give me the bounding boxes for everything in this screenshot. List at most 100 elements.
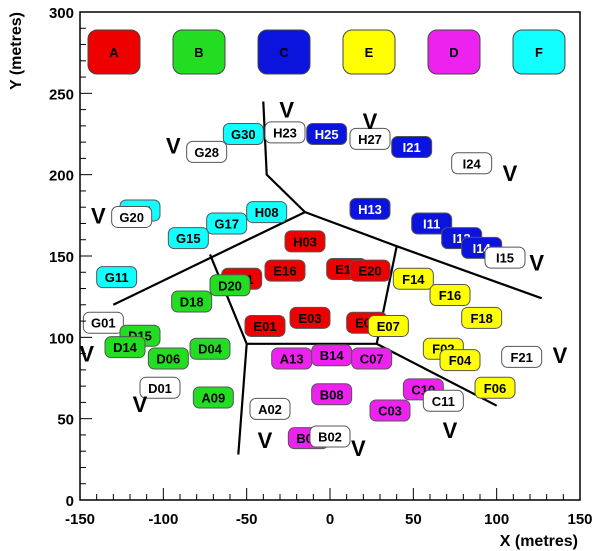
station-marker: B08 [311, 383, 353, 406]
v-marker: V [529, 251, 544, 276]
x-tick-label: 100 [484, 511, 509, 528]
station-marker: I24 [451, 152, 493, 175]
station-box [167, 227, 209, 250]
station-label: G15 [176, 231, 201, 246]
station-label: G30 [231, 127, 256, 142]
station-label: B14 [320, 348, 345, 363]
y-tick-label: 150 [49, 249, 74, 266]
station-marker: G28 [186, 140, 228, 163]
x-tick-label: 150 [567, 511, 592, 528]
station-box [392, 267, 434, 290]
station-box [246, 201, 288, 224]
station-marker: F14 [392, 267, 434, 290]
station-box [349, 259, 391, 282]
station-marker: G17 [206, 212, 248, 235]
station-label: F16 [439, 288, 461, 303]
station-marker: D04 [189, 337, 231, 360]
station-label: G17 [214, 216, 239, 231]
x-axis-ticks: -150 -100 -50 0 50 100 150 [65, 488, 593, 528]
v-marker: V [553, 343, 568, 368]
legend-label: D [449, 45, 458, 60]
station-marker: H13 [349, 197, 391, 220]
station-label: E20 [358, 264, 381, 279]
station-box [206, 212, 248, 235]
station-label: B08 [320, 387, 344, 402]
station-label: I15 [496, 251, 514, 266]
station-label: G11 [105, 270, 129, 285]
station-label: E03 [298, 311, 321, 326]
station-box [147, 347, 189, 370]
station-label: F04 [449, 353, 472, 368]
station-label: D06 [156, 351, 180, 366]
axes: -150 -100 -50 0 50 100 150 050100150200250300 … [8, 5, 593, 550]
station-box [139, 376, 181, 399]
station-label: H25 [315, 127, 339, 142]
region-boundaries [112, 101, 543, 455]
legend-item: C [257, 29, 311, 75]
station-label: I11 [423, 216, 440, 231]
station-label: E07 [377, 319, 400, 334]
station-box [264, 259, 306, 282]
y-tick-label: 0 [66, 493, 74, 510]
station-marker: C07 [351, 347, 393, 370]
station-marker: G15 [167, 227, 209, 250]
station-marker: D14 [104, 336, 146, 359]
station-marker: H03 [284, 230, 326, 253]
station-box [311, 383, 353, 406]
station-box [461, 306, 503, 329]
station-box [192, 386, 234, 409]
station-label: F06 [484, 381, 506, 396]
station-box [411, 212, 453, 235]
station-box [209, 274, 251, 297]
station-box [171, 290, 213, 313]
stations-layer: H23H25H27I21I24G30G28G21G20G17G15H08G11H… [82, 121, 543, 450]
station-label: H13 [358, 202, 382, 217]
station-box [284, 230, 326, 253]
station-label: D18 [180, 295, 204, 310]
station-marker: D20 [209, 274, 251, 297]
v-marker: V [258, 428, 273, 453]
station-marker: I11 [411, 212, 453, 235]
station-marker: B02 [309, 425, 351, 448]
legend-item: F [512, 29, 566, 75]
y-tick-label: 300 [49, 5, 74, 22]
y-axis-ticks: 0 50 100 150 200 250 300 [49, 5, 92, 510]
x-axis-title: X (metres) [500, 533, 578, 550]
station-label: H27 [358, 132, 382, 147]
station-box [422, 389, 464, 412]
station-marker: E03 [289, 306, 331, 329]
station-box [351, 347, 393, 370]
station-box [309, 425, 351, 448]
station-marker: F21 [501, 345, 543, 368]
station-marker: I15 [484, 246, 526, 269]
station-marker: C03 [369, 399, 411, 422]
station-marker: I21 [391, 136, 433, 159]
legend-label: A [109, 45, 119, 60]
station-label: A02 [258, 402, 282, 417]
station-marker: C11 [422, 389, 464, 412]
station-box [82, 311, 124, 334]
station-label: G28 [194, 145, 219, 160]
x-tick-label: 50 [405, 511, 422, 528]
legend-label: F [535, 45, 543, 60]
y-tick-label: 50 [57, 412, 74, 429]
station-marker: F06 [474, 376, 516, 399]
station-label: A13 [280, 351, 304, 366]
legend-item: B [172, 29, 226, 75]
station-label: C11 [432, 394, 455, 409]
station-label: D14 [113, 340, 138, 355]
v-marker: V [166, 133, 181, 158]
v-marker: V [279, 98, 294, 123]
station-box [484, 246, 526, 269]
station-marker: H23 [264, 121, 306, 144]
station-box [264, 121, 306, 144]
v-marker: V [363, 109, 378, 134]
boundary-line [112, 211, 306, 306]
v-marker: V [503, 161, 518, 186]
x-tick-label: 0 [326, 511, 334, 528]
station-box [96, 266, 138, 289]
station-marker: D01 [139, 376, 181, 399]
station-label: A09 [201, 391, 225, 406]
